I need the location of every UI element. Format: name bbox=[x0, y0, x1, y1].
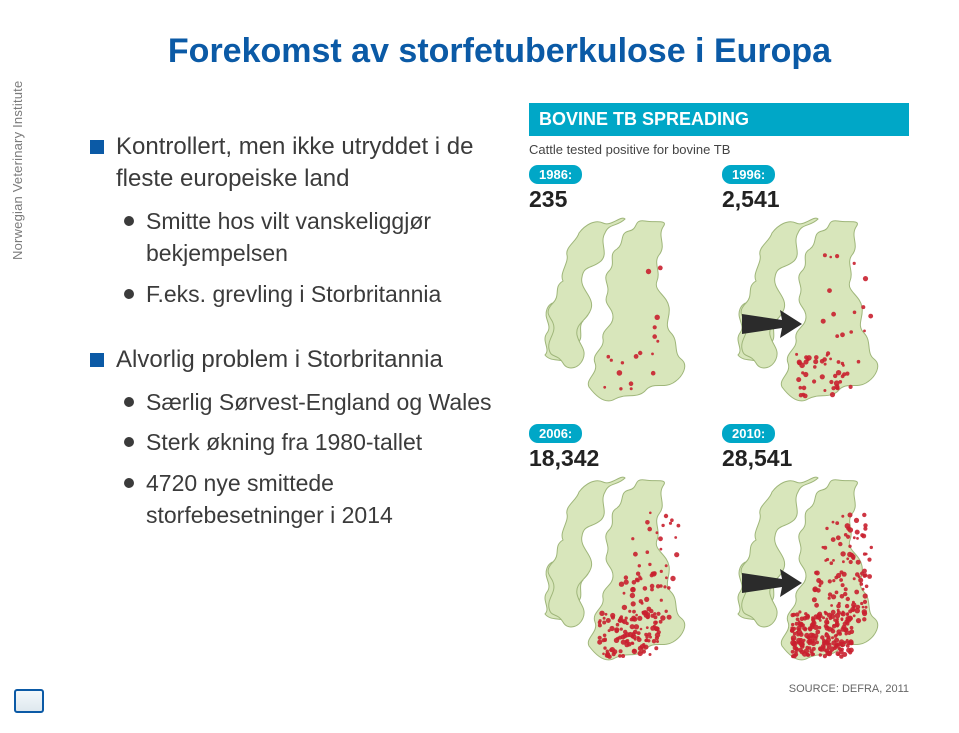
bullet-level2: Sterk økning fra 1980-tallet bbox=[124, 426, 511, 458]
infographic: BOVINE TB SPREADING Cattle tested positi… bbox=[529, 103, 909, 695]
slide: Forekomst av storfetuberkulose i Europa … bbox=[0, 0, 959, 733]
bullet-level1: Kontrollert, men ikke utryddet i de fles… bbox=[90, 131, 511, 196]
count-label: 28,541 bbox=[722, 445, 909, 472]
bullet-level2: Særlig Sørvest-England og Wales bbox=[124, 386, 511, 418]
bullet-level2: F.eks. grevling i Storbritannia bbox=[124, 278, 511, 310]
square-bullet-icon bbox=[90, 353, 104, 367]
bullet-text: Alvorlig problem i Storbritannia bbox=[116, 344, 443, 376]
dot-bullet-icon bbox=[124, 216, 134, 226]
bullet-text: Smitte hos vilt vanskeliggjør bekjempels… bbox=[146, 205, 511, 269]
map-panel: 2010: 28,541 bbox=[722, 424, 909, 677]
count-label: 18,342 bbox=[529, 445, 716, 472]
bullet-text: Sterk økning fra 1980-tallet bbox=[146, 426, 422, 458]
map-panel: 1986: 235 bbox=[529, 165, 716, 418]
brand-logo-icon bbox=[14, 689, 44, 713]
bullet-text: Særlig Sørvest-England og Wales bbox=[146, 386, 492, 418]
dot-bullet-icon bbox=[124, 397, 134, 407]
bullet-text: 4720 nye smittede storfebesetninger i 20… bbox=[146, 467, 511, 531]
infographic-title: BOVINE TB SPREADING bbox=[529, 103, 909, 136]
year-pill: 2010: bbox=[722, 424, 775, 443]
uk-map-icon bbox=[529, 472, 709, 677]
dot-bullet-icon bbox=[124, 478, 134, 488]
bullet-level1: Alvorlig problem i Storbritannia bbox=[90, 344, 511, 376]
sidebar-brand: Norwegian Veterinary Institute bbox=[10, 81, 25, 260]
bullet-text: F.eks. grevling i Storbritannia bbox=[146, 278, 441, 310]
bullet-level2: Smitte hos vilt vanskeliggjør bekjempels… bbox=[124, 205, 511, 269]
infographic-subtitle: Cattle tested positive for bovine TB bbox=[529, 136, 909, 165]
square-bullet-icon bbox=[90, 140, 104, 154]
dot-bullet-icon bbox=[124, 289, 134, 299]
uk-map-icon bbox=[722, 213, 902, 418]
infographic-source: SOURCE: DEFRA, 2011 bbox=[529, 683, 909, 695]
content-row: Kontrollert, men ikke utryddet i de fles… bbox=[90, 103, 909, 695]
count-label: 2,541 bbox=[722, 186, 909, 213]
bullet-column: Kontrollert, men ikke utryddet i de fles… bbox=[90, 103, 511, 695]
map-panel: 1996: 2,541 bbox=[722, 165, 909, 418]
year-pill: 1996: bbox=[722, 165, 775, 184]
dot-bullet-icon bbox=[124, 437, 134, 447]
maps-grid: 1986: 235 1996: 2,541 2006: 18,342 bbox=[529, 165, 909, 677]
bullet-level2: 4720 nye smittede storfebesetninger i 20… bbox=[124, 467, 511, 531]
year-pill: 1986: bbox=[529, 165, 582, 184]
bullet-text: Kontrollert, men ikke utryddet i de fles… bbox=[116, 131, 511, 196]
slide-title: Forekomst av storfetuberkulose i Europa bbox=[90, 30, 909, 73]
uk-map-icon bbox=[529, 213, 709, 418]
count-label: 235 bbox=[529, 186, 716, 213]
spacer bbox=[90, 318, 511, 344]
map-panel: 2006: 18,342 bbox=[529, 424, 716, 677]
uk-map-icon bbox=[722, 472, 902, 677]
year-pill: 2006: bbox=[529, 424, 582, 443]
